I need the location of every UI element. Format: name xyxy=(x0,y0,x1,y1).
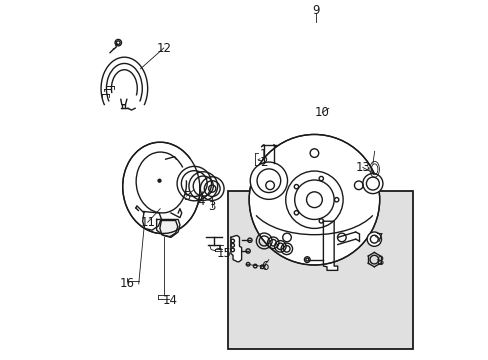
Polygon shape xyxy=(230,235,241,262)
Circle shape xyxy=(249,134,379,265)
Text: 6: 6 xyxy=(261,260,268,273)
Polygon shape xyxy=(160,221,178,237)
Text: 16: 16 xyxy=(119,277,134,290)
Text: 4: 4 xyxy=(197,195,204,208)
Text: 3: 3 xyxy=(208,201,216,213)
Text: 12: 12 xyxy=(156,41,171,54)
Text: 14: 14 xyxy=(162,294,177,307)
Ellipse shape xyxy=(122,142,200,234)
Polygon shape xyxy=(156,220,180,237)
Text: 5: 5 xyxy=(183,190,190,203)
Circle shape xyxy=(362,174,382,194)
Polygon shape xyxy=(323,221,337,270)
Text: 11: 11 xyxy=(140,216,155,229)
Text: 1: 1 xyxy=(259,148,267,161)
Text: 8: 8 xyxy=(376,255,383,268)
Text: 7: 7 xyxy=(376,232,383,245)
Text: 2: 2 xyxy=(259,156,267,169)
Text: 10: 10 xyxy=(314,106,329,119)
Text: 15: 15 xyxy=(216,247,231,260)
Circle shape xyxy=(366,232,381,246)
Polygon shape xyxy=(142,212,161,230)
FancyBboxPatch shape xyxy=(228,191,412,348)
Circle shape xyxy=(158,179,161,182)
Circle shape xyxy=(250,162,287,199)
Text: 9: 9 xyxy=(312,4,319,17)
Text: 13: 13 xyxy=(355,161,369,174)
